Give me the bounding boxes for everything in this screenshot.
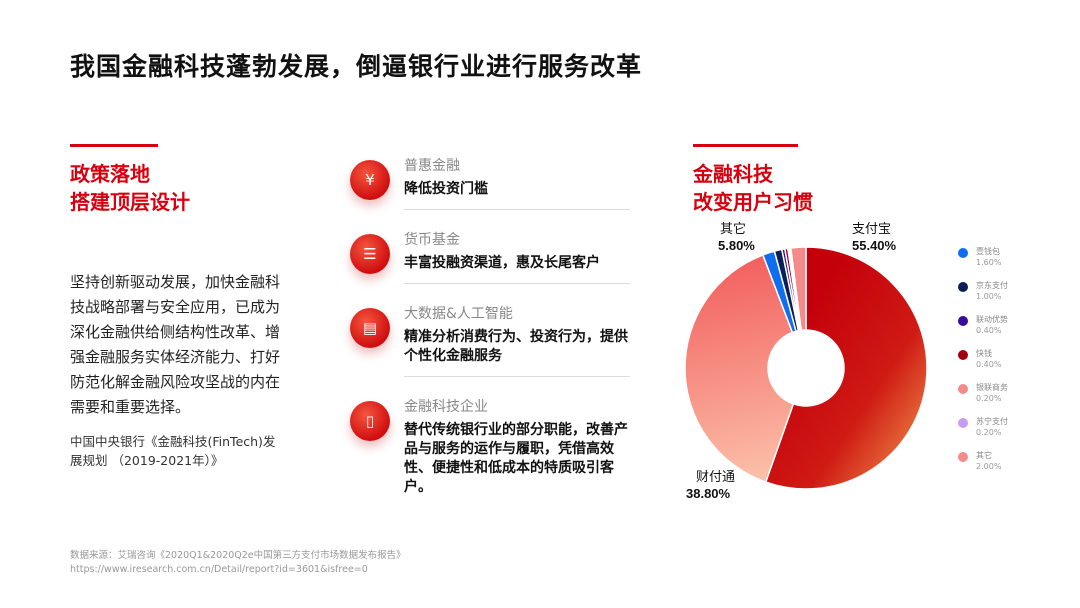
item-category: 普惠金融 <box>404 158 460 174</box>
legend-item: 京东支付 1.00% <box>956 280 1066 302</box>
legend-label: 银联商务 <box>976 383 1008 392</box>
presentation-chart-icon: ▤ <box>350 308 390 348</box>
legend-item: 其它 2.00% <box>956 450 1066 472</box>
feature-item: ▯ 金融科技企业 替代传统银行业的部分职能，改善产品与服务的运作与履职，凭借高效… <box>350 397 630 517</box>
mobile-payment-icon: ▯ <box>350 401 390 441</box>
data-source: 数据来源：艾瑞咨询《2020Q1&2020Q2e中国第三方支付市场数据发布报告》… <box>70 549 406 577</box>
item-description: 降低投资门槛 <box>404 181 488 197</box>
legend-value: 0.40% <box>976 326 1002 335</box>
legend-item: 苏宁支付 0.20% <box>956 416 1066 438</box>
page-title: 我国金融科技蓬勃发展，倒逼银行业进行服务改革 <box>70 52 643 81</box>
item-category: 金融科技企业 <box>404 399 488 415</box>
legend-label: 其它 <box>976 451 992 460</box>
legend-item: 快钱 0.40% <box>956 348 1066 370</box>
legend-swatch <box>958 316 968 326</box>
hand-money-icon: ¥ <box>350 160 390 200</box>
pie-slice-2 <box>684 253 795 484</box>
right-heading-line2: 改变用户习惯 <box>693 190 813 214</box>
left-heading-line1: 政策落地 <box>70 162 150 186</box>
legend-label: 联动优势 <box>976 315 1008 324</box>
legend-swatch <box>958 350 968 360</box>
legend-swatch <box>958 384 968 394</box>
legend-value: 1.00% <box>976 292 1002 301</box>
legend-swatch <box>958 248 968 258</box>
legend-label: 快钱 <box>976 349 992 358</box>
policy-text: 坚持创新驱动发展，加快金融科技战略部署与安全应用，已成为深化金融供给侧结构性改革… <box>70 273 281 416</box>
legend-swatch <box>958 418 968 428</box>
left-heading-line2: 搭建顶层设计 <box>70 190 190 214</box>
feature-list: ¥ 普惠金融 降低投资门槛 ☰ 货币基金 丰富投融资渠道，惠及长尾客户 ▤ 大数… <box>350 156 630 527</box>
callout-name: 财付通 <box>696 470 736 485</box>
policy-column: 政策落地 搭建顶层设计 坚持创新驱动发展，加快金融科技战略部署与安全应用，已成为… <box>70 144 285 470</box>
legend-label: 京东支付 <box>976 281 1008 290</box>
source-citation: 数据来源：艾瑞咨询《2020Q1&2020Q2e中国第三方支付市场数据发布报告》 <box>70 550 406 561</box>
legend-item: 银联商务 0.20% <box>956 382 1066 404</box>
feature-item: ¥ 普惠金融 降低投资门槛 <box>350 156 630 220</box>
accent-bar <box>70 144 158 147</box>
payment-share-donut-chart <box>684 246 928 490</box>
callout-value: 55.40% <box>852 238 897 253</box>
legend-value: 0.40% <box>976 360 1002 369</box>
legend-swatch <box>958 452 968 462</box>
legend-label: 壹钱包 <box>976 247 1000 256</box>
item-description: 精准分析消费行为、投资行为，提供个性化金融服务 <box>404 329 628 364</box>
item-category: 货币基金 <box>404 232 460 248</box>
callout-value: 5.80% <box>718 238 755 253</box>
callout-name: 其它 <box>720 222 747 237</box>
item-description: 丰富投融资渠道，惠及长尾客户 <box>404 255 600 271</box>
accent-bar <box>693 144 798 147</box>
callout-name: 支付宝 <box>852 222 892 237</box>
legend-value: 0.20% <box>976 428 1002 437</box>
callout-other: 其它 5.80% <box>718 222 755 254</box>
callout-alipay: 支付宝 55.40% <box>852 222 896 254</box>
source-url: https://www.iresearch.com.cn/Detail/repo… <box>70 564 368 575</box>
coins-stack-icon: ☰ <box>350 234 390 274</box>
legend-value: 1.60% <box>976 258 1002 267</box>
legend-swatch <box>958 282 968 292</box>
feature-item: ▤ 大数据&人工智能 精准分析消费行为、投资行为，提供个性化金融服务 <box>350 304 630 387</box>
left-heading: 政策落地 搭建顶层设计 <box>70 160 285 216</box>
feature-item: ☰ 货币基金 丰富投融资渠道，惠及长尾客户 <box>350 230 630 294</box>
item-description: 替代传统银行业的部分职能，改善产品与服务的运作与履职，凭借高效性、便捷性和低成本… <box>404 422 628 495</box>
legend-item: 联动优势 0.40% <box>956 314 1066 336</box>
pie-slice-9 <box>789 246 807 332</box>
right-heading-line1: 金融科技 <box>693 162 773 186</box>
legend-label: 苏宁支付 <box>976 417 1008 426</box>
callout-value: 38.80% <box>686 486 731 501</box>
right-heading: 金融科技 改变用户习惯 <box>693 160 893 216</box>
item-category: 大数据&人工智能 <box>404 306 513 322</box>
right-heading-block: 金融科技 改变用户习惯 <box>693 144 893 216</box>
legend-item: 壹钱包 1.60% <box>956 246 1066 268</box>
policy-citation: 中国中央银行《金融科技(FinTech)发展规划 （2019-2021年）》 <box>70 434 276 468</box>
legend-value: 0.20% <box>976 394 1002 403</box>
callout-tenpay: 财付通 38.80% <box>686 470 735 502</box>
legend-value: 2.00% <box>976 462 1002 471</box>
chart-legend: 壹钱包 1.60% 京东支付 1.00% 联动优势 0.40% 快钱 0.40% 银联商务 0.2… <box>956 246 1066 484</box>
